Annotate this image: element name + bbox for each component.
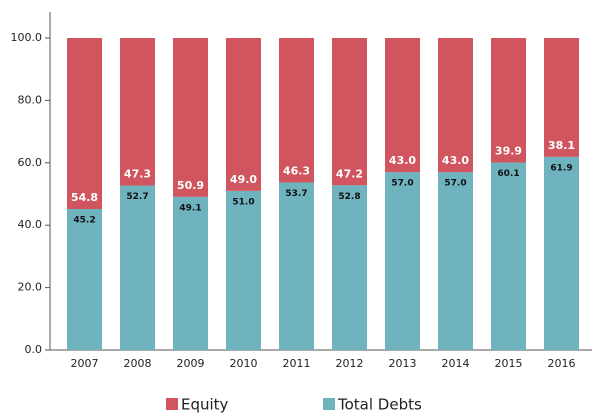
bar-segment [67, 208, 102, 350]
value-label: 39.9 [495, 144, 522, 157]
bar-segment [279, 38, 314, 183]
y-tick-label: 100.0 [11, 31, 43, 44]
y-tick-label: 0.0 [25, 343, 43, 356]
value-label: 61.9 [550, 163, 572, 173]
x-tick-label: 2009 [177, 357, 205, 370]
x-tick-label: 2014 [442, 357, 470, 370]
bar-segment [438, 172, 473, 350]
bar-segment [67, 38, 102, 209]
value-label: 54.8 [71, 191, 98, 204]
bar-segment [491, 38, 526, 163]
legend-swatch [323, 398, 335, 410]
bar-segment [173, 196, 208, 350]
x-tick-label: 2016 [548, 357, 576, 370]
bar-segment [491, 162, 526, 350]
legend-label: Equity [181, 396, 229, 413]
bar-segment [385, 172, 420, 350]
bar-segment [120, 38, 155, 186]
x-tick-label: 2008 [124, 357, 152, 370]
bar-segment [544, 156, 579, 350]
y-tick-label: 80.0 [18, 93, 43, 106]
y-tick-label: 20.0 [18, 281, 43, 294]
x-tick-label: 2013 [389, 357, 417, 370]
bar-segment [226, 38, 261, 191]
value-label: 45.2 [73, 215, 95, 225]
value-label: 50.9 [177, 179, 204, 192]
value-label: 52.8 [338, 192, 360, 202]
value-label: 57.0 [391, 179, 413, 189]
bar-segment [279, 182, 314, 350]
value-label: 38.1 [548, 139, 575, 152]
bar-segment [120, 185, 155, 350]
value-label: 60.1 [497, 169, 519, 179]
bar-segment [332, 38, 367, 186]
x-tick-label: 2015 [495, 357, 523, 370]
x-tick-label: 2010 [230, 357, 258, 370]
x-tick-label: 2012 [336, 357, 364, 370]
value-label: 43.0 [442, 154, 469, 167]
x-tick-label: 2007 [71, 357, 99, 370]
bar-segment [332, 185, 367, 350]
value-label: 53.7 [285, 189, 307, 199]
value-label: 49.1 [179, 203, 201, 213]
legend-swatch [166, 398, 178, 410]
bar-segment [385, 38, 420, 173]
y-tick-label: 40.0 [18, 218, 43, 231]
bar-segment [226, 190, 261, 350]
value-label: 49.0 [230, 173, 257, 186]
value-label: 46.3 [283, 164, 310, 177]
y-tick-label: 60.0 [18, 156, 43, 169]
bar-segment [438, 38, 473, 173]
x-tick-label: 2011 [283, 357, 311, 370]
value-label: 57.0 [444, 179, 466, 189]
value-label: 47.2 [336, 167, 363, 180]
bar-segment [544, 38, 579, 157]
value-label: 51.0 [232, 197, 254, 207]
value-label: 52.7 [126, 192, 148, 202]
value-label: 43.0 [389, 154, 416, 167]
bar-segment [173, 38, 208, 197]
legend-label: Total Debts [337, 396, 422, 413]
value-label: 47.3 [124, 168, 151, 181]
